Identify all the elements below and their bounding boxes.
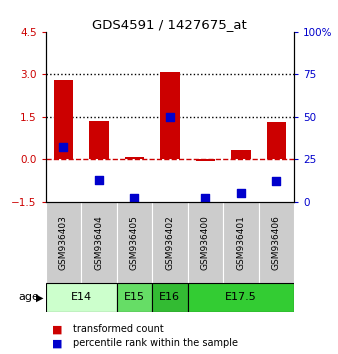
Title: GDS4591 / 1427675_at: GDS4591 / 1427675_at	[93, 18, 247, 31]
Bar	[267, 122, 286, 159]
Text: ▶: ▶	[37, 292, 44, 302]
Bar	[188, 202, 223, 283]
Bar	[81, 202, 117, 283]
Text: age: age	[18, 292, 39, 302]
Text: ■: ■	[52, 338, 63, 348]
Point	[167, 114, 172, 120]
Text: GSM936400: GSM936400	[201, 215, 210, 270]
Text: E14: E14	[71, 292, 92, 302]
Bar	[89, 121, 108, 159]
Point	[274, 178, 279, 184]
Bar	[196, 159, 215, 161]
Point	[203, 195, 208, 201]
Bar	[46, 283, 117, 312]
Bar	[46, 202, 81, 283]
Point	[96, 177, 102, 183]
Bar	[259, 202, 294, 283]
Point	[61, 144, 66, 150]
Bar	[188, 283, 294, 312]
Text: transformed count: transformed count	[73, 324, 163, 334]
Bar	[223, 202, 259, 283]
Text: ■: ■	[52, 324, 63, 334]
Text: GSM936403: GSM936403	[59, 215, 68, 270]
Text: E17.5: E17.5	[225, 292, 257, 302]
Text: E16: E16	[159, 292, 180, 302]
Bar	[125, 157, 144, 159]
Point	[238, 190, 243, 196]
Bar	[231, 150, 250, 159]
Text: GSM936406: GSM936406	[272, 215, 281, 270]
Text: GSM936405: GSM936405	[130, 215, 139, 270]
Point	[132, 195, 137, 201]
Bar	[54, 80, 73, 159]
Bar	[117, 202, 152, 283]
Text: GSM936401: GSM936401	[236, 215, 245, 270]
Bar	[160, 72, 179, 159]
Text: GSM936402: GSM936402	[165, 215, 174, 270]
Bar	[152, 202, 188, 283]
Text: E15: E15	[124, 292, 145, 302]
Text: GSM936404: GSM936404	[94, 215, 103, 270]
Text: percentile rank within the sample: percentile rank within the sample	[73, 338, 238, 348]
Bar	[152, 283, 188, 312]
Bar	[117, 283, 152, 312]
